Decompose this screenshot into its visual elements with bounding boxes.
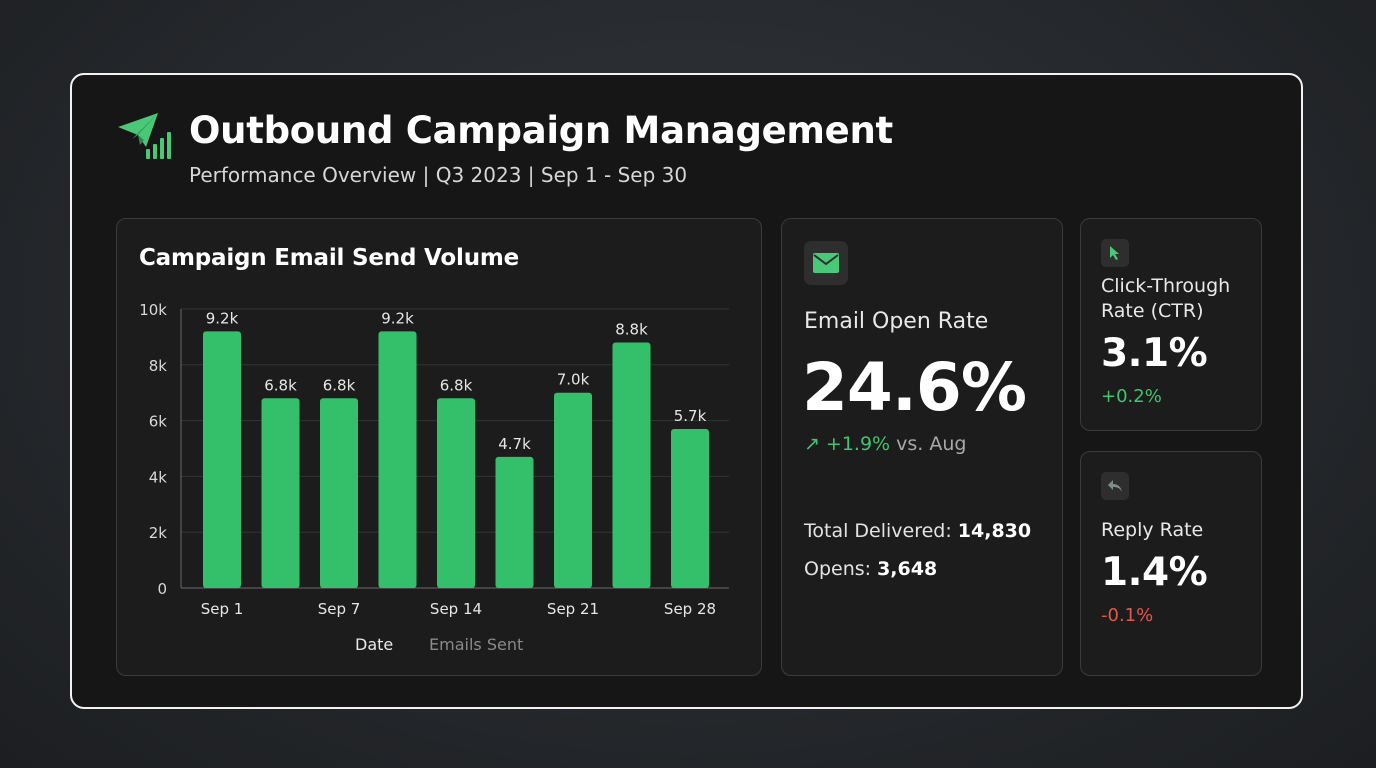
page-title: Outbound Campaign Management [189, 109, 893, 152]
bar [261, 398, 300, 588]
open-rate-delta-value: +1.9% [825, 433, 891, 455]
bar [554, 392, 592, 588]
total-delivered: Total Delivered: 14,830 [804, 520, 1031, 542]
send-volume-chart: 0 2k 4k 6k 8k 10k 9.2k 6.8k 6.8k 9.2k 6.8k 4.7k 7.0k… [139, 301, 729, 618]
open-rate-delta-suffix: vs. Aug [896, 433, 967, 455]
ctr-card: Click-Through Rate (CTR) 3.1% +0.2% [1080, 218, 1262, 431]
open-rate-card: Email Open Rate 24.6% ↗ +1.9% vs. Aug Tota… [781, 218, 1063, 676]
bar-value-label: 9.2k [206, 309, 239, 327]
bar-value-label: 8.8k [615, 320, 648, 338]
opens-value: 3,648 [877, 558, 938, 580]
bar [437, 398, 475, 588]
reply-rate-card: Reply Rate 1.4% -0.1% [1080, 451, 1262, 676]
open-rate-value: 24.6% [802, 349, 1027, 426]
bar [203, 331, 241, 588]
bar [671, 428, 709, 588]
bar [495, 456, 534, 588]
y-tick-label: 6k [149, 413, 168, 431]
reply-rate-label: Reply Rate [1101, 519, 1204, 541]
bar-value-label: 5.7k [674, 407, 707, 425]
y-tick-label: 0 [157, 580, 167, 598]
reply-icon-tile [1101, 472, 1129, 500]
bar-value-label: 9.2k [381, 309, 414, 327]
x-tick-label: Sep 1 [201, 600, 244, 618]
bar-value-label: 6.8k [323, 376, 356, 394]
dashboard-frame: Outbound Campaign Management Performance… [70, 73, 1303, 709]
cursor-icon-tile [1101, 239, 1129, 267]
ctr-label: Click-Through Rate (CTR) [1101, 275, 1231, 322]
chart-legend: Date Emails Sent [117, 635, 763, 657]
legend-emails-sent: Emails Sent [429, 635, 524, 654]
chart-title: Campaign Email Send Volume [139, 245, 520, 271]
bar-value-label: 4.7k [498, 435, 531, 453]
bar-value-label: 6.8k [440, 376, 473, 394]
y-tick-label: 2k [149, 524, 168, 542]
open-rate-delta: ↗ +1.9% vs. Aug [804, 433, 966, 455]
x-tick-label: Sep 14 [430, 600, 482, 618]
x-tick-label: Sep 28 [664, 600, 716, 618]
y-tick-label: 10k [139, 301, 167, 319]
y-tick-label: 8k [149, 357, 168, 375]
bar [320, 398, 358, 588]
total-delivered-value: 14,830 [957, 520, 1032, 542]
cursor-icon [1110, 246, 1119, 260]
send-volume-card: Campaign Email Send Volume 0 2k 4k 6k 8k 10k 9… [116, 218, 762, 676]
ctr-delta: +0.2% [1101, 386, 1162, 407]
y-tick-label: 4k [149, 468, 168, 486]
total-delivered-label: Total Delivered: [804, 520, 952, 542]
reply-rate-delta: -0.1% [1101, 605, 1154, 626]
legend-date: Date [355, 635, 394, 654]
bar-value-label: 7.0k [557, 371, 590, 389]
x-tick-label: Sep 7 [318, 600, 361, 618]
envelope-icon [813, 253, 839, 273]
opens-label: Opens: [804, 558, 872, 580]
trend-up-icon: ↗ [804, 433, 820, 455]
page-subtitle: Performance Overview | Q3 2023 | Sep 1 -… [189, 163, 688, 187]
reply-icon [1108, 480, 1122, 492]
open-rate-label: Email Open Rate [804, 309, 989, 334]
x-tick-label: Sep 21 [547, 600, 599, 618]
envelope-icon-tile [804, 241, 848, 285]
paper-plane-bars-icon [118, 113, 171, 159]
opens: Opens: 3,648 [804, 558, 937, 580]
bar-value-label: 6.8k [264, 376, 297, 394]
reply-rate-value: 1.4% [1101, 550, 1208, 595]
bar [378, 331, 417, 588]
ctr-value: 3.1% [1101, 331, 1208, 376]
bar [612, 342, 651, 588]
